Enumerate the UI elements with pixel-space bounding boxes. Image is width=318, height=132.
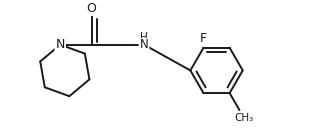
Text: O: O (87, 2, 97, 15)
Text: F: F (200, 32, 207, 45)
Text: N: N (140, 38, 149, 51)
Text: N: N (140, 38, 149, 51)
Text: N: N (56, 38, 65, 51)
Text: H: H (140, 33, 148, 43)
Text: H: H (140, 32, 148, 42)
Text: CH₃: CH₃ (234, 113, 254, 123)
